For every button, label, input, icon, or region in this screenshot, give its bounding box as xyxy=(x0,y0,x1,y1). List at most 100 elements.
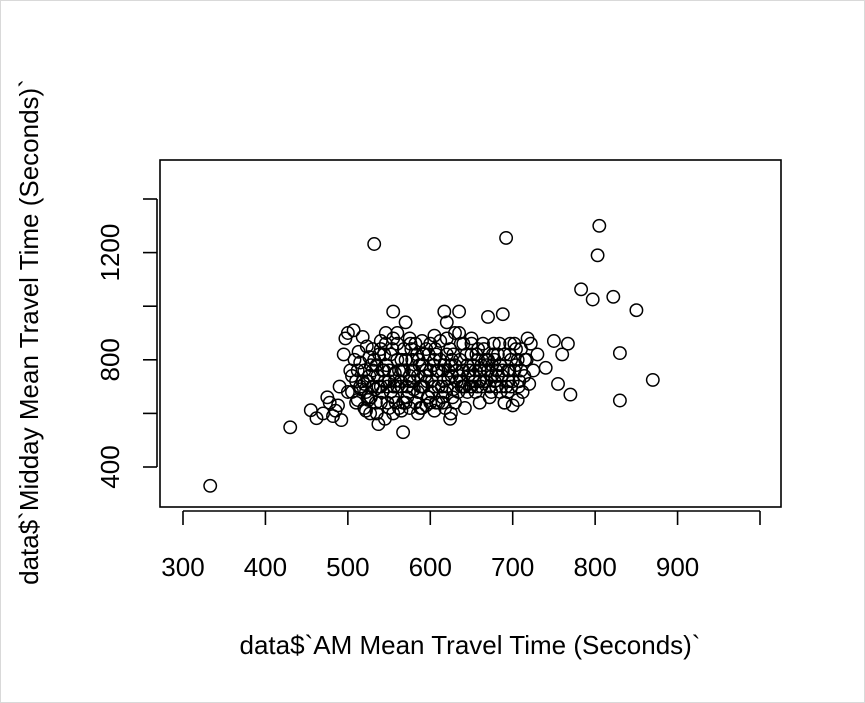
data-point xyxy=(606,289,621,304)
data-point xyxy=(590,248,605,263)
data-point xyxy=(629,303,644,318)
data-point xyxy=(203,478,218,493)
data-point xyxy=(511,379,526,394)
data-point xyxy=(373,342,388,357)
x-tick-label: 500 xyxy=(326,552,369,582)
data-point xyxy=(476,336,490,351)
x-tick-label: 300 xyxy=(161,552,204,582)
data-point xyxy=(499,230,514,245)
data-point xyxy=(405,363,420,378)
data-point xyxy=(331,398,345,413)
data-point xyxy=(398,315,413,330)
data-point xyxy=(495,368,509,383)
data-point xyxy=(464,331,479,346)
data-point xyxy=(283,420,298,435)
data-point xyxy=(592,218,607,233)
data-point xyxy=(546,334,561,348)
data-point xyxy=(371,379,386,394)
data-point xyxy=(437,358,452,373)
data-point xyxy=(401,385,416,399)
data-point xyxy=(412,358,427,373)
data-point xyxy=(443,406,458,421)
data-point xyxy=(452,326,467,340)
data-point xyxy=(612,393,627,408)
data-point xyxy=(387,374,402,389)
data-point xyxy=(551,376,565,391)
points-layer xyxy=(203,218,660,493)
y-axis-label: data$`Midday Mean Travel Time (Seconds)` xyxy=(14,79,44,585)
data-point xyxy=(560,336,575,351)
data-point xyxy=(448,358,462,373)
data-point xyxy=(385,342,400,357)
data-point xyxy=(500,385,515,399)
data-point xyxy=(359,403,373,418)
data-point xyxy=(393,374,408,389)
data-point xyxy=(563,387,578,402)
data-point xyxy=(334,413,349,428)
data-point xyxy=(360,374,375,389)
data-point xyxy=(522,376,537,391)
data-point xyxy=(410,406,425,421)
data-point xyxy=(612,346,627,361)
y-axis: 400 800 1200 xyxy=(95,198,158,489)
x-tick-label: 700 xyxy=(491,552,534,582)
data-point xyxy=(517,368,532,383)
data-point xyxy=(492,336,507,351)
y-tick-label: 800 xyxy=(95,338,125,381)
data-point xyxy=(486,336,501,351)
data-point xyxy=(429,347,444,362)
data-point xyxy=(340,385,355,399)
data-point xyxy=(420,390,435,405)
y-tick-label: 400 xyxy=(95,445,125,488)
data-point xyxy=(481,309,495,324)
data-point xyxy=(478,352,493,367)
data-point xyxy=(423,336,438,351)
data-point xyxy=(346,323,361,338)
data-point xyxy=(452,304,467,319)
y-tick-label: 1200 xyxy=(95,224,125,282)
data-point xyxy=(427,403,442,418)
data-point xyxy=(394,403,409,418)
data-point xyxy=(396,425,411,440)
data-point xyxy=(434,379,449,394)
data-point xyxy=(336,347,351,362)
data-point xyxy=(420,374,434,389)
data-point xyxy=(459,347,474,362)
data-point xyxy=(645,372,660,387)
data-point xyxy=(394,352,409,367)
data-point xyxy=(418,368,433,383)
x-tick-label: 400 xyxy=(244,552,287,582)
data-point xyxy=(574,282,589,297)
data-point xyxy=(367,237,382,251)
data-point xyxy=(379,358,394,373)
data-point xyxy=(437,304,452,319)
x-axis-label: data$`AM Mean Travel Time (Seconds)` xyxy=(240,630,701,660)
data-point xyxy=(495,363,510,378)
data-point xyxy=(462,363,476,378)
data-point xyxy=(538,360,553,375)
data-point xyxy=(350,363,365,378)
data-point xyxy=(470,379,485,394)
plot-box xyxy=(159,159,782,508)
data-point xyxy=(439,331,454,346)
data-point xyxy=(505,398,520,413)
data-point xyxy=(439,315,454,330)
data-point xyxy=(484,385,499,399)
data-point xyxy=(495,307,510,322)
data-point xyxy=(519,352,534,367)
data-point xyxy=(435,395,450,410)
data-point xyxy=(426,358,441,373)
data-point xyxy=(503,336,518,351)
data-point xyxy=(368,395,383,410)
x-tick-label: 900 xyxy=(656,552,699,582)
data-point xyxy=(472,395,487,410)
x-tick-label: 600 xyxy=(409,552,452,582)
data-point xyxy=(398,352,413,367)
data-point xyxy=(453,336,468,351)
data-point xyxy=(362,350,377,365)
data-point xyxy=(386,331,401,346)
x-tick-label: 800 xyxy=(573,552,616,582)
data-point xyxy=(523,336,538,351)
data-point xyxy=(510,393,525,407)
